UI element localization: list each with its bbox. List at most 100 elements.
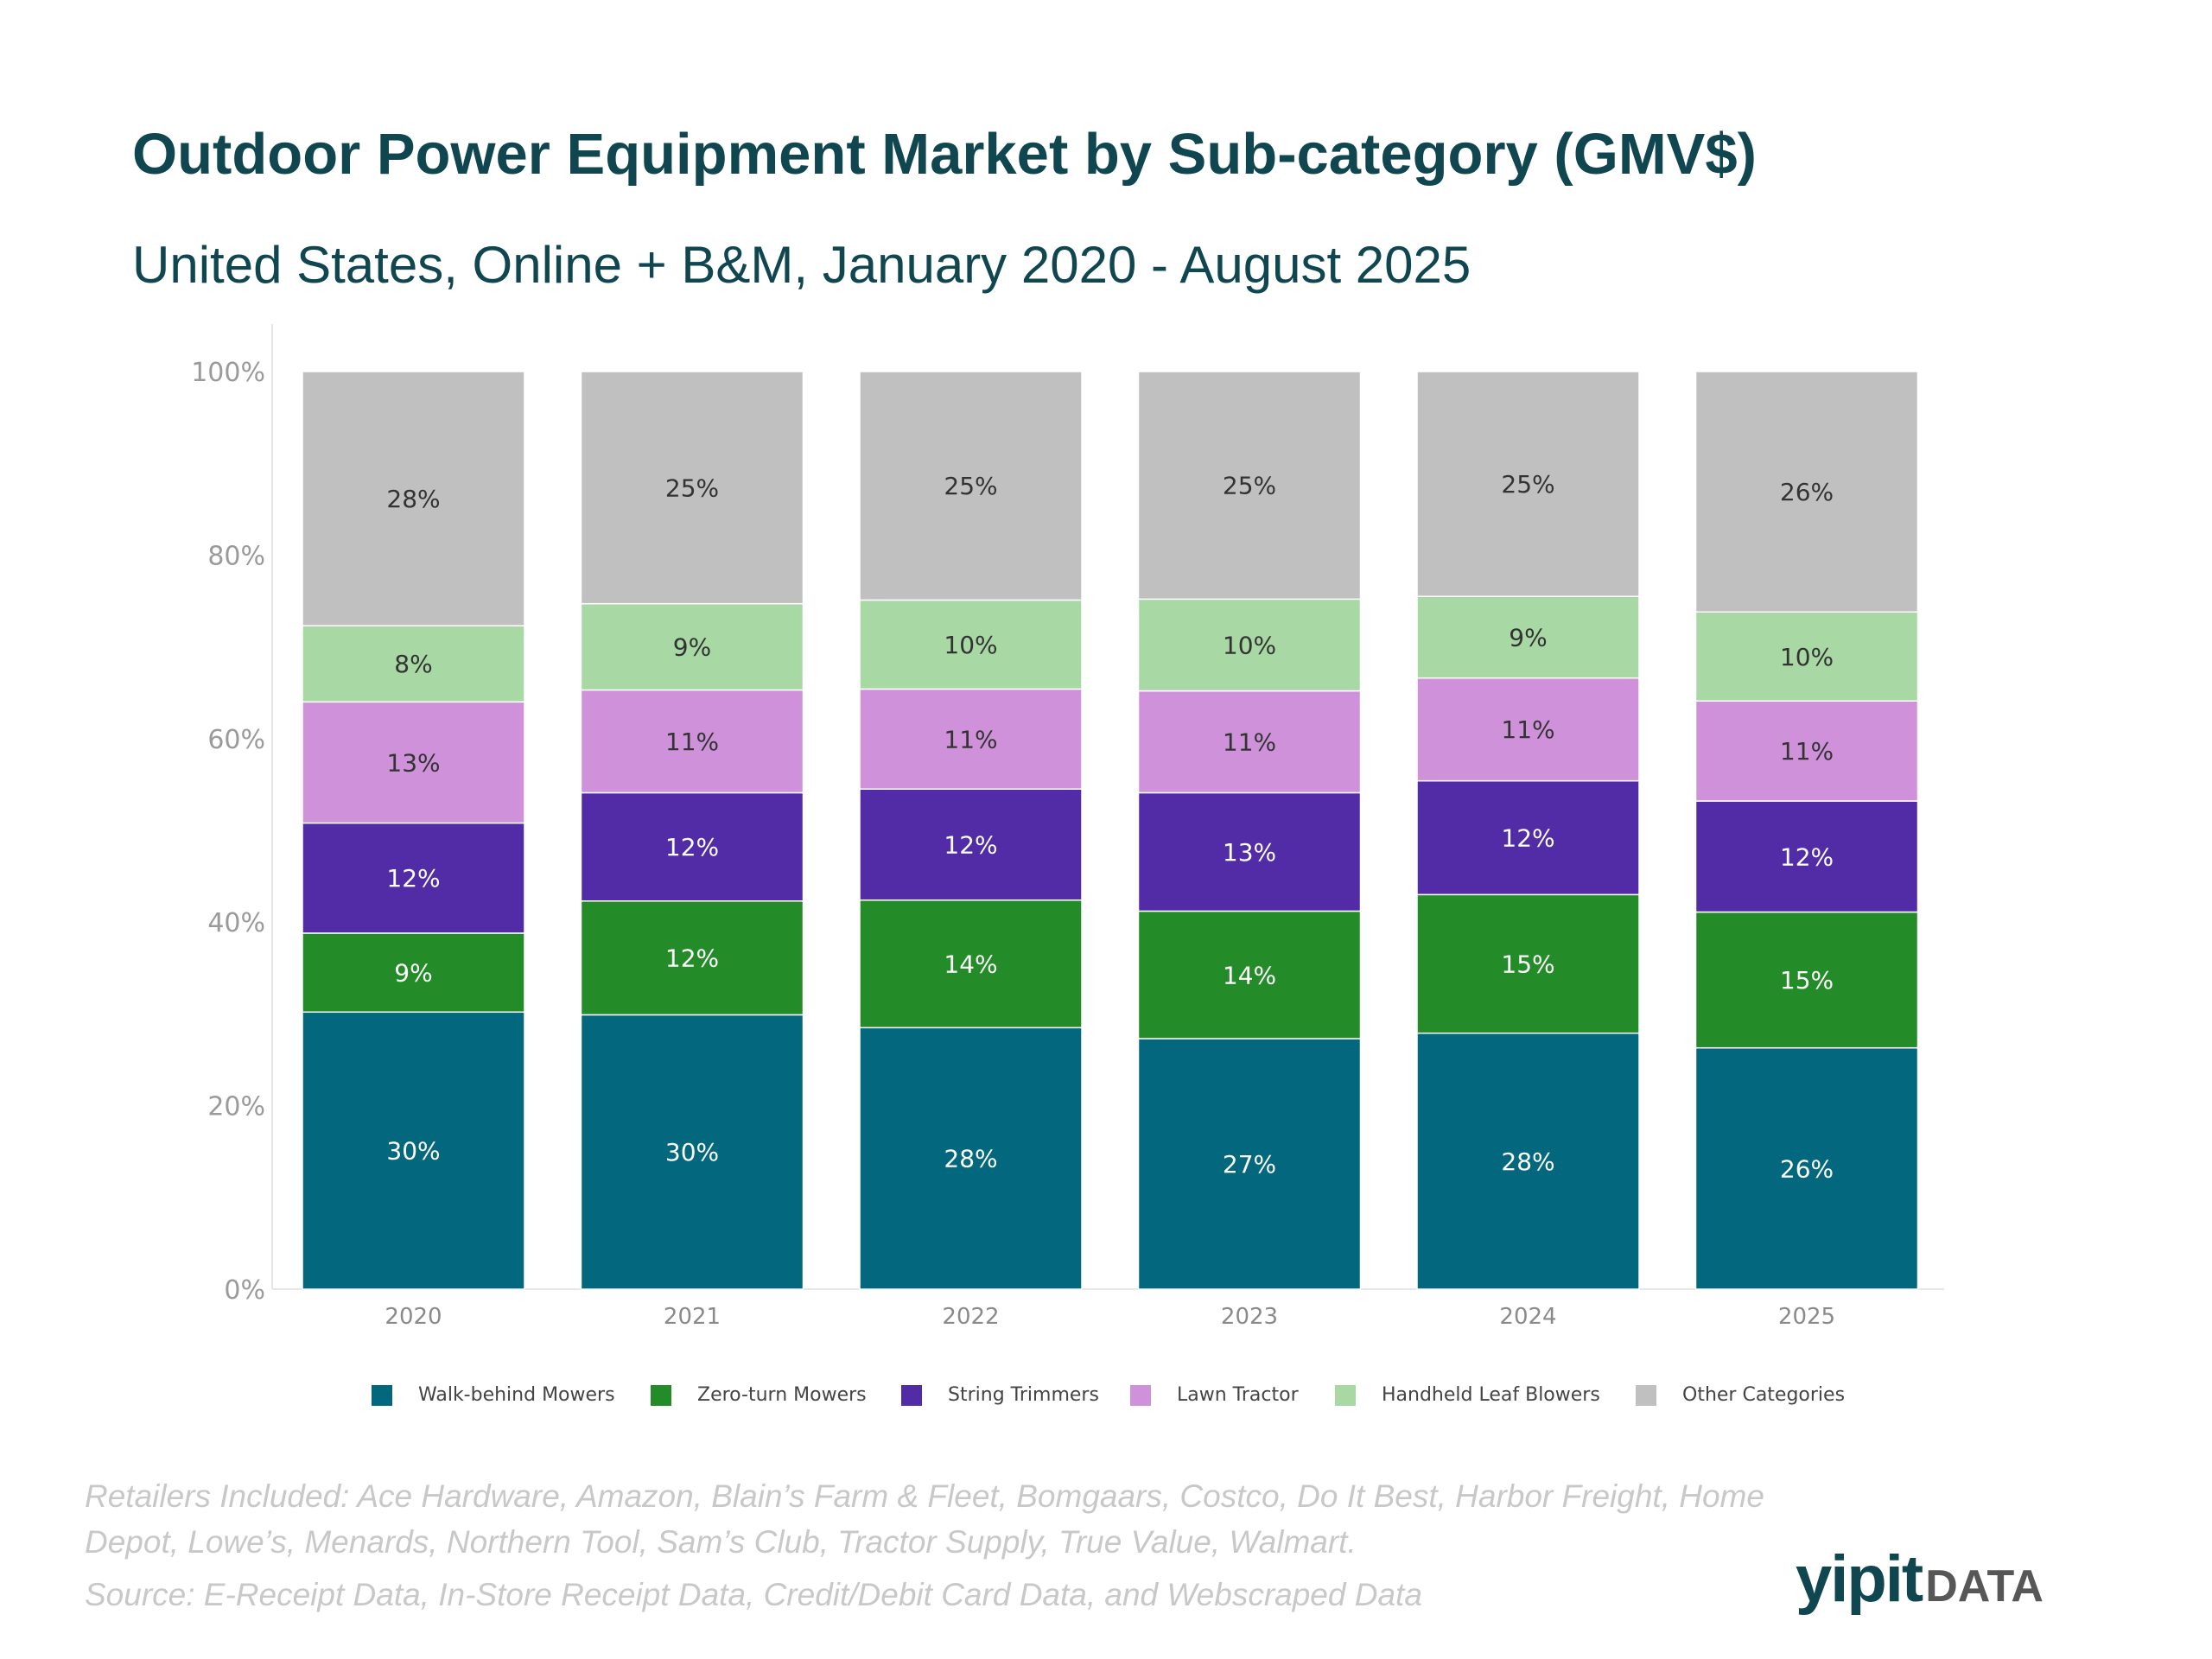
retailers-line-2: Depot, Lowe’s, Menards, Northern Tool, S…: [85, 1524, 1357, 1560]
y-tick-label: 100%: [191, 358, 265, 388]
data-label: 11%: [1501, 715, 1554, 744]
bar-segment-handheld-leaf-blowers-2023: [1137, 598, 1362, 692]
legend-swatch: [1636, 1384, 1656, 1406]
chart-subtitle: United States, Online + B&M, January 202…: [132, 236, 1471, 294]
data-label: 9%: [673, 633, 711, 662]
y-tick-label: 60%: [207, 725, 265, 755]
data-label: 28%: [944, 1145, 997, 1173]
x-tick-label: 2022: [942, 1304, 999, 1330]
bar-segment-lawn-tractor-2024: [1416, 677, 1640, 782]
data-label: 9%: [1509, 623, 1547, 652]
legend-swatch: [1335, 1384, 1356, 1406]
legend-item: Walk-behind Mowers: [372, 1384, 615, 1406]
data-label: 30%: [386, 1137, 440, 1166]
data-label: 11%: [665, 728, 719, 756]
data-label: 12%: [665, 944, 719, 973]
data-label: 14%: [1223, 961, 1276, 989]
data-label: 14%: [944, 950, 997, 979]
bar-segment-zero-turn-mowers-2022: [859, 899, 1083, 1029]
legend-item: String Trimmers: [901, 1384, 1099, 1406]
bar-segment-zero-turn-mowers-2020: [302, 932, 525, 1014]
bar-segment-zero-turn-mowers-2024: [1416, 893, 1640, 1034]
retailers-line-1: Retailers Included: Ace Hardware, Amazon…: [85, 1478, 1764, 1514]
data-label: 25%: [1223, 472, 1276, 500]
bar-segment-lawn-tractor-2022: [859, 688, 1083, 790]
x-tick-label: 2024: [1499, 1304, 1556, 1330]
data-label: 30%: [665, 1138, 719, 1166]
legend-label: Handheld Leaf Blowers: [1382, 1384, 1600, 1406]
yipit-data-logo: yipitDATA: [1796, 1547, 2044, 1612]
data-label: 11%: [1780, 737, 1834, 766]
data-label: 12%: [1780, 842, 1834, 871]
bar-segment-other-categories-2025: [1694, 371, 1919, 613]
bar-segment-string-trimmers-2023: [1137, 791, 1362, 912]
legend-swatch: [901, 1384, 922, 1406]
chart-axes: 0% 20% 40% 60% 80% 100% 2020 2021 2022 2023 2024 20…: [191, 324, 1944, 1330]
bar-segment-other-categories-2022: [859, 371, 1083, 601]
data-label: 12%: [386, 864, 440, 893]
data-label: 28%: [386, 485, 440, 513]
bar-segment-walk-behind-mowers-2022: [859, 1027, 1083, 1290]
bar-segment-lawn-tractor-2020: [302, 701, 525, 824]
bar-segment-other-categories-2023: [1137, 371, 1362, 601]
data-label: 8%: [394, 650, 432, 678]
stacked-bar-chart: 0% 20% 40% 60% 80% 100% 2020 2021 2022 2023 2024 20…: [191, 324, 1944, 1330]
bar-segment-other-categories-2021: [580, 371, 804, 605]
legend-swatch: [651, 1384, 671, 1406]
bar-segment-walk-behind-mowers-2021: [580, 1014, 804, 1290]
chart-title: Outdoor Power Equipment Market by Sub-ca…: [132, 122, 1757, 187]
chart-bars: [302, 371, 1919, 1290]
x-tick-label: 2025: [1778, 1304, 1835, 1330]
y-tick-label: 80%: [207, 541, 265, 571]
bar-segment-lawn-tractor-2025: [1694, 700, 1919, 802]
bar-segment-lawn-tractor-2023: [1137, 690, 1362, 794]
bar-segment-string-trimmers-2021: [580, 791, 804, 902]
data-label: 26%: [1780, 1154, 1834, 1183]
bar-segment-handheld-leaf-blowers-2020: [302, 625, 525, 703]
y-tick-label: 0%: [224, 1275, 265, 1306]
data-label: 12%: [944, 830, 997, 859]
y-tick-label: 20%: [207, 1092, 265, 1122]
bar-segment-other-categories-2024: [1416, 371, 1640, 597]
data-label: 25%: [665, 474, 719, 502]
bar-segment-zero-turn-mowers-2023: [1137, 910, 1362, 1039]
legend-swatch: [1130, 1384, 1151, 1406]
legend-item: Lawn Tractor: [1130, 1384, 1299, 1406]
bar-segment-handheld-leaf-blowers-2022: [859, 599, 1083, 690]
data-label: 12%: [665, 833, 719, 861]
source-note: Source: E-Receipt Data, In-Store Receipt…: [85, 1577, 1422, 1612]
data-label: 25%: [944, 472, 997, 500]
data-label: 10%: [1223, 631, 1276, 659]
legend-label: Lawn Tractor: [1177, 1384, 1299, 1406]
data-label: 9%: [394, 959, 432, 988]
bar-segment-zero-turn-mowers-2021: [580, 900, 804, 1016]
bar-segment-walk-behind-mowers-2023: [1137, 1038, 1362, 1290]
data-label: 26%: [1780, 478, 1834, 506]
bar-segment-other-categories-2020: [302, 371, 525, 626]
legend-item: Other Categories: [1636, 1384, 1845, 1406]
data-label: 25%: [1501, 470, 1554, 499]
data-label: 27%: [1223, 1150, 1276, 1179]
retailers-note: Retailers Included: Ace Hardware, Amazon…: [85, 1473, 1813, 1565]
legend-label: Zero-turn Mowers: [697, 1384, 867, 1406]
x-tick-label: 2023: [1221, 1304, 1278, 1330]
data-label: 15%: [1501, 950, 1554, 979]
legend-label: Other Categories: [1682, 1384, 1846, 1406]
data-label: 10%: [1780, 643, 1834, 671]
logo-data-text: DATA: [1925, 1561, 2044, 1611]
x-tick-label: 2021: [664, 1304, 721, 1330]
legend-swatch: [372, 1384, 392, 1406]
bar-segment-walk-behind-mowers-2020: [302, 1011, 525, 1290]
y-tick-label: 40%: [207, 908, 265, 938]
chart-legend: Walk-behind Mowers Zero-turn Mowers String…: [0, 1384, 2212, 1427]
legend-label: String Trimmers: [948, 1384, 1099, 1406]
bar-segment-handheld-leaf-blowers-2021: [580, 602, 804, 691]
data-label: 13%: [1223, 838, 1276, 867]
legend-item: Handheld Leaf Blowers: [1335, 1384, 1600, 1406]
chart-data-labels: 30% 9% 12% 13% 8% 28% 30% 12% 12% 11% 9% 25% 28% 14% 1…: [386, 470, 1834, 1183]
legend-label: Walk-behind Mowers: [418, 1384, 615, 1406]
bar-segment-string-trimmers-2020: [302, 822, 525, 934]
bar-segment-string-trimmers-2022: [859, 788, 1083, 901]
data-label: 13%: [386, 748, 440, 777]
logo-yipit-text: yipit: [1796, 1542, 1923, 1616]
